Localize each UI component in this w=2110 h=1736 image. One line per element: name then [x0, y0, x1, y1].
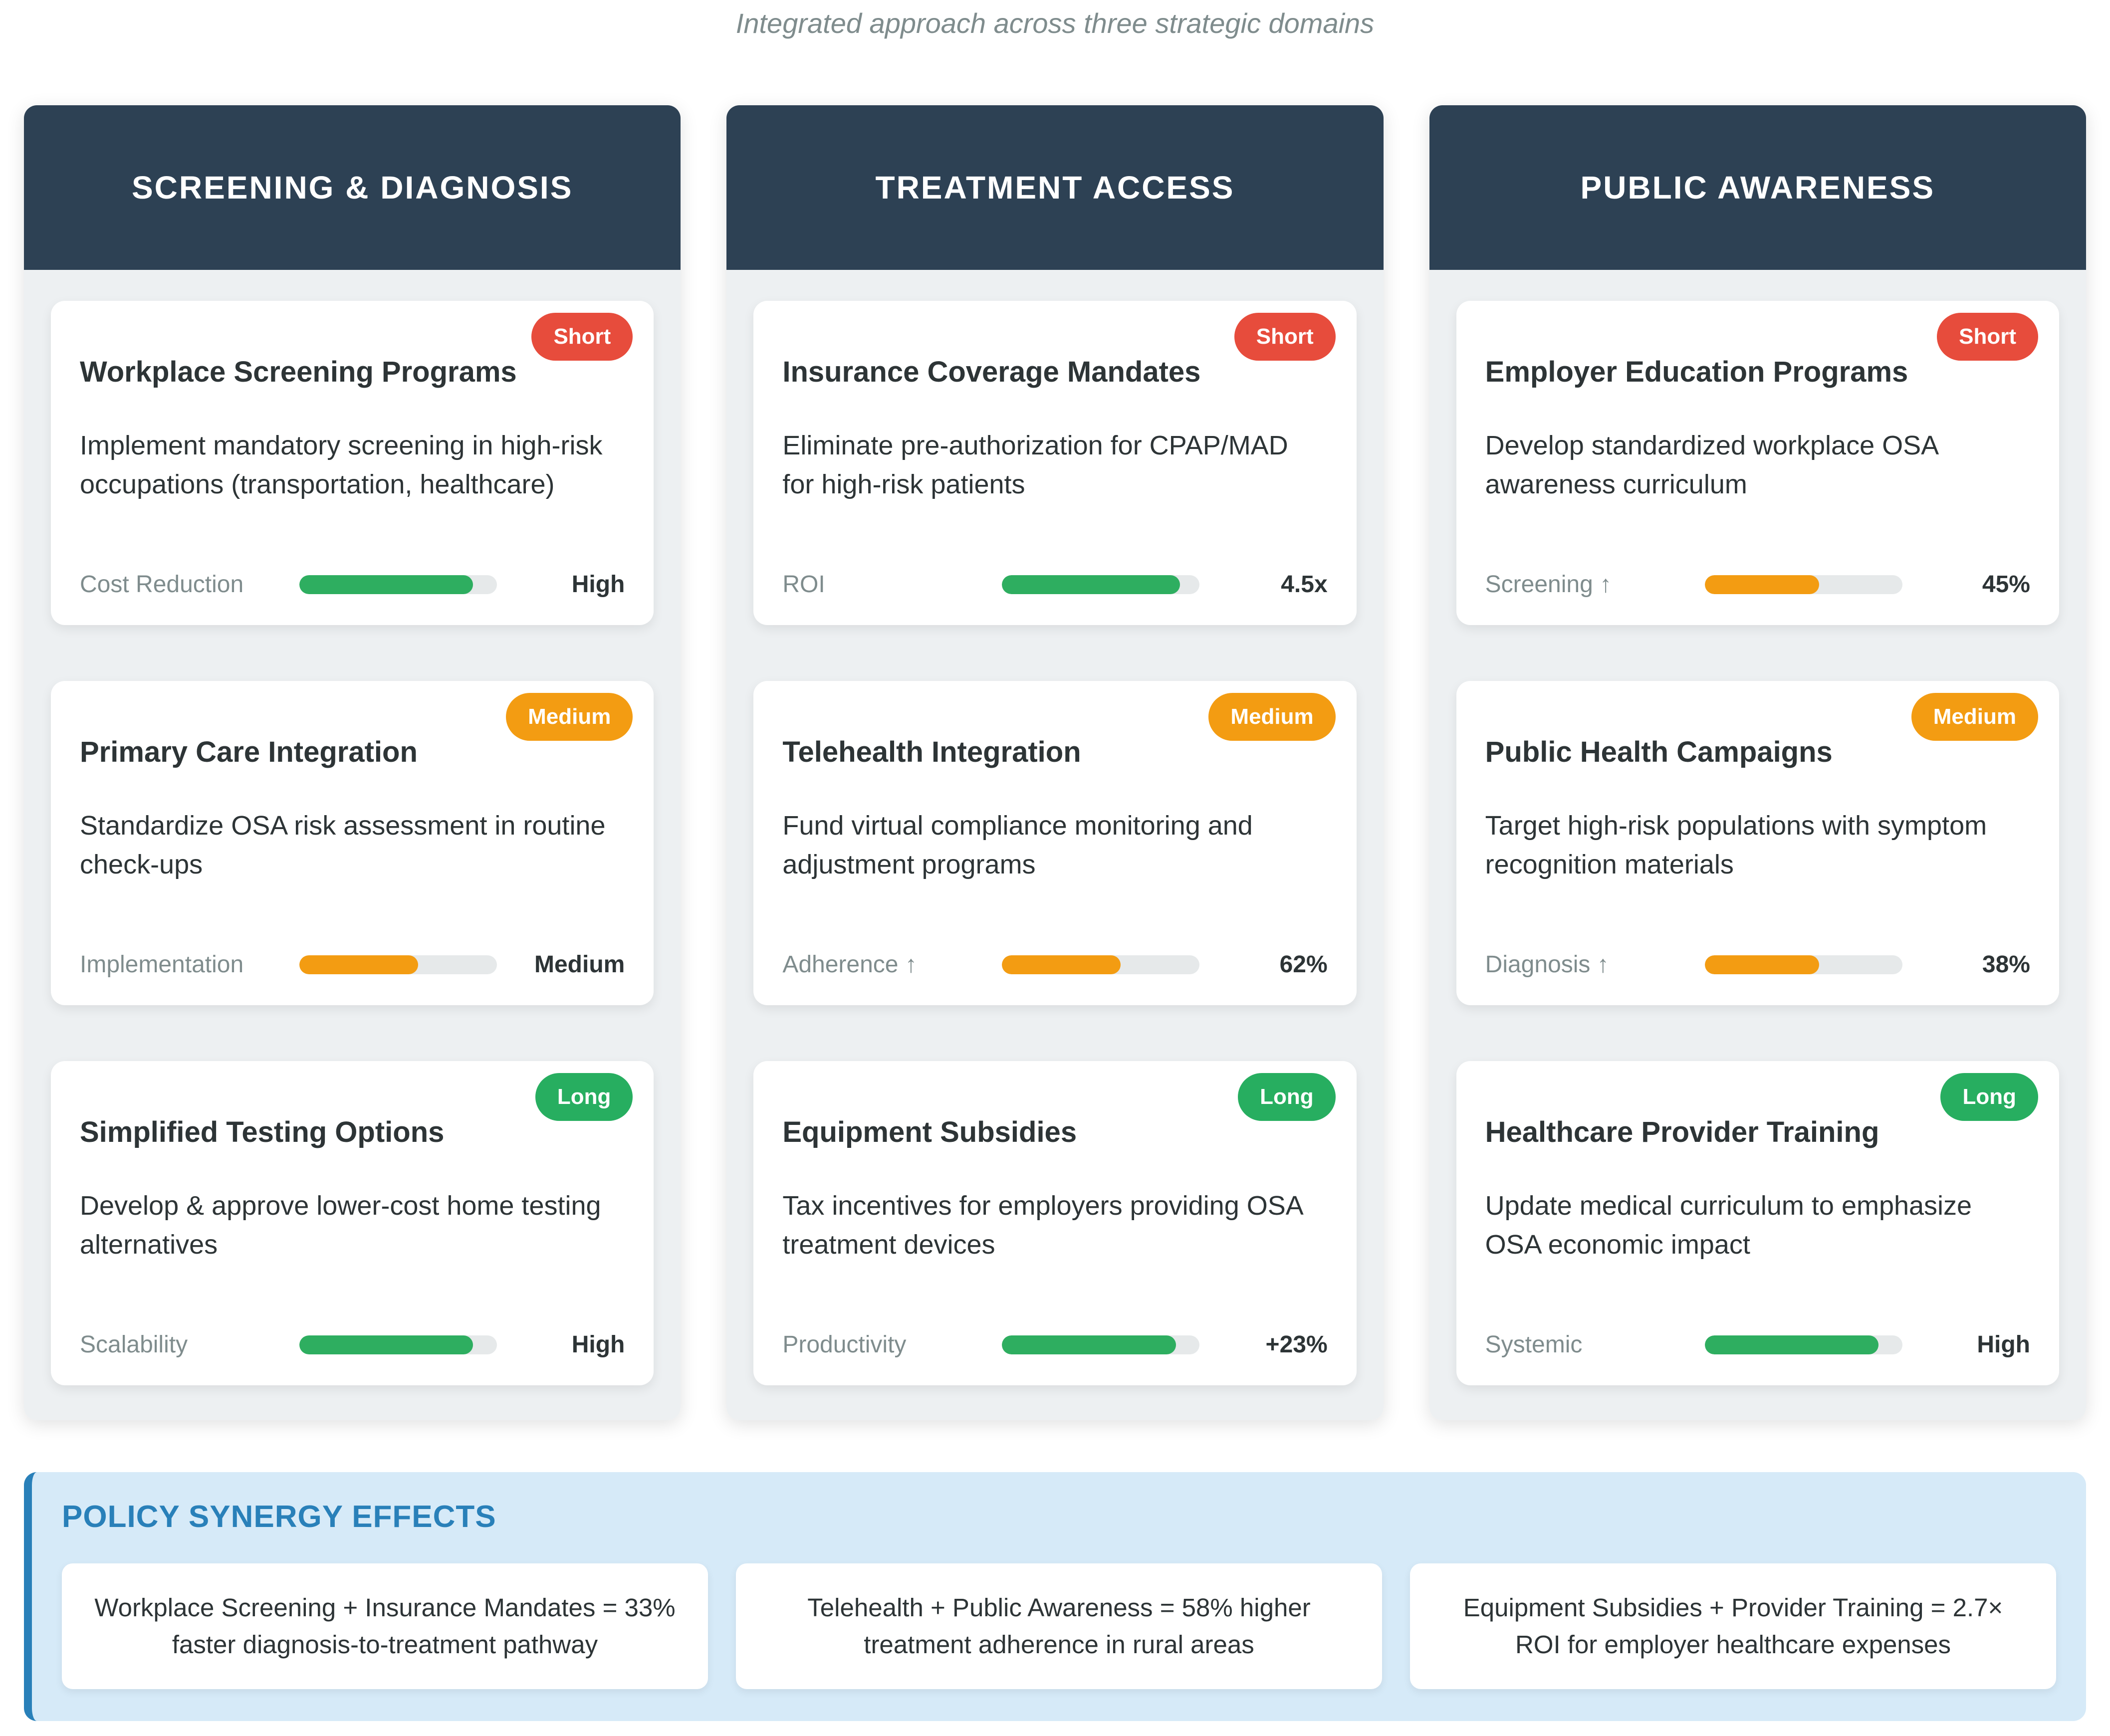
metric-bar-track [299, 575, 497, 594]
metric-label: Systemic [1485, 1331, 1583, 1358]
synergy-box-subsidies-training: Equipment Subsidies + Provider Training … [1410, 1563, 2056, 1689]
metric-bar-track [1704, 1335, 1902, 1354]
metric-label: Screening ↑ [1485, 571, 1612, 598]
card-description: Develop & approve lower-cost home testin… [80, 1190, 601, 1260]
synergy-box-screening-insurance: Workplace Screening + Insurance Mandates… [62, 1563, 708, 1689]
timeframe-badge: Medium [1911, 693, 2038, 741]
timeframe-badge: Short [1234, 313, 1336, 361]
metric-bar-fill [299, 575, 473, 594]
metric-bar-fill [299, 955, 418, 974]
metric-row: Screening ↑ 45% [1485, 543, 2030, 598]
card-employer-education-programs: Short Employer Education Programs Develo… [1456, 301, 2059, 625]
metric-value: 4.5x [1281, 571, 1328, 598]
synergy-box-telehealth-awareness: Telehealth + Public Awareness = 58% high… [736, 1563, 1382, 1689]
page-subtitle: Integrated approach across three strateg… [735, 7, 1375, 39]
column-treatment-access: TREATMENT ACCESS Short Insurance Coverag… [726, 105, 1384, 1420]
card-title: Workplace Screening Programs [80, 356, 517, 388]
card-title: Telehealth Integration [782, 736, 1081, 768]
metric-bar-fill [1002, 1335, 1176, 1354]
card-telehealth-integration: Medium Telehealth Integration Fund virtu… [753, 681, 1357, 1005]
card-healthcare-provider-training: Long Healthcare Provider Training Update… [1456, 1061, 2059, 1385]
metric-value: High [571, 1331, 625, 1358]
card-title: Employer Education Programs [1485, 356, 1908, 388]
timeframe-badge: Medium [506, 693, 633, 741]
metric-label: Adherence ↑ [782, 951, 917, 978]
synergy-section: POLICY SYNERGY EFFECTS Workplace Screeni… [24, 1472, 2086, 1721]
column-body: Short Workplace Screening Programs Imple… [24, 270, 681, 1420]
metric-row: Systemic High [1485, 1303, 2030, 1358]
metric-row: Scalability High [80, 1303, 625, 1358]
metric-label: ROI [782, 571, 825, 598]
metric-bar-fill [1704, 575, 1820, 594]
card-description: Target high-risk populations with sympto… [1485, 810, 1987, 879]
strategy-columns: SCREENING & DIAGNOSIS Short Workplace Sc… [0, 105, 2110, 1420]
card-insurance-coverage-mandates: Short Insurance Coverage Mandates Elimin… [753, 301, 1357, 625]
metric-value: 45% [1982, 571, 2030, 598]
card-description: Standardize OSA risk assessment in routi… [80, 810, 606, 879]
metric-value: High [571, 571, 625, 598]
metric-bar-track [1002, 955, 1200, 974]
column-header: PUBLIC AWARENESS [1429, 105, 2086, 270]
card-description: Develop standardized workplace OSA aware… [1485, 430, 1938, 499]
metric-bar-track [299, 1335, 497, 1354]
metric-value: +23% [1265, 1331, 1328, 1358]
synergy-boxes: Workplace Screening + Insurance Mandates… [62, 1563, 2056, 1689]
metric-label: Cost Reduction [80, 571, 244, 598]
metric-row: Cost Reduction High [80, 543, 625, 598]
card-primary-care-integration: Medium Primary Care Integration Standard… [51, 681, 654, 1005]
metric-bar-track [1002, 575, 1200, 594]
metric-label: Diagnosis ↑ [1485, 951, 1609, 978]
column-public-awareness: PUBLIC AWARENESS Short Employer Educatio… [1429, 105, 2086, 1420]
card-title: Primary Care Integration [80, 736, 418, 768]
card-public-health-campaigns: Medium Public Health Campaigns Target hi… [1456, 681, 2059, 1005]
column-screening-diagnosis: SCREENING & DIAGNOSIS Short Workplace Sc… [24, 105, 681, 1420]
card-description: Update medical curriculum to emphasize O… [1485, 1190, 1972, 1260]
metric-value: 62% [1279, 951, 1328, 978]
card-description: Implement mandatory screening in high-ri… [80, 430, 603, 499]
card-title: Equipment Subsidies [782, 1116, 1077, 1148]
card-description: Eliminate pre-authorization for CPAP/MAD… [782, 430, 1288, 499]
card-workplace-screening-programs: Short Workplace Screening Programs Imple… [51, 301, 654, 625]
metric-bar-fill [1704, 955, 1820, 974]
column-body: Short Employer Education Programs Develo… [1429, 270, 2086, 1420]
column-header: TREATMENT ACCESS [726, 105, 1384, 270]
card-description: Tax incentives for employers providing O… [782, 1190, 1302, 1260]
metric-bar-fill [1002, 575, 1180, 594]
metric-bar-fill [1704, 1335, 1879, 1354]
metric-label: Scalability [80, 1331, 188, 1358]
metric-bar-fill [1002, 955, 1121, 974]
metric-label: Productivity [782, 1331, 907, 1358]
metric-row: Implementation Medium [80, 923, 625, 978]
card-title: Simplified Testing Options [80, 1116, 445, 1148]
metric-value: 38% [1982, 951, 2030, 978]
metric-row: ROI 4.5x [782, 543, 1327, 598]
card-title: Healthcare Provider Training [1485, 1116, 1879, 1148]
metric-bar-track [299, 955, 497, 974]
metric-bar-track [1704, 575, 1902, 594]
card-simplified-testing-options: Long Simplified Testing Options Develop … [51, 1061, 654, 1385]
metric-bar-fill [299, 1335, 473, 1354]
timeframe-badge: Long [535, 1073, 633, 1121]
metric-row: Diagnosis ↑ 38% [1485, 923, 2030, 978]
metric-row: Adherence ↑ 62% [782, 923, 1327, 978]
metric-row: Productivity +23% [782, 1303, 1327, 1358]
metric-bar-track [1704, 955, 1902, 974]
metric-bar-track [1002, 1335, 1200, 1354]
column-header: SCREENING & DIAGNOSIS [24, 105, 681, 270]
timeframe-badge: Short [1937, 313, 2038, 361]
metric-label: Implementation [80, 951, 244, 978]
column-body: Short Insurance Coverage Mandates Elimin… [726, 270, 1384, 1420]
metric-value: Medium [534, 951, 625, 978]
timeframe-badge: Long [1940, 1073, 2038, 1121]
card-title: Insurance Coverage Mandates [782, 356, 1201, 388]
timeframe-badge: Medium [1208, 693, 1336, 741]
metric-value: High [1977, 1331, 2030, 1358]
timeframe-badge: Short [531, 313, 633, 361]
card-equipment-subsidies: Long Equipment Subsidies Tax incentives … [753, 1061, 1357, 1385]
card-description: Fund virtual compliance monitoring and a… [782, 810, 1253, 879]
card-title: Public Health Campaigns [1485, 736, 1833, 768]
synergy-heading: POLICY SYNERGY EFFECTS [62, 1500, 496, 1534]
timeframe-badge: Long [1238, 1073, 1336, 1121]
